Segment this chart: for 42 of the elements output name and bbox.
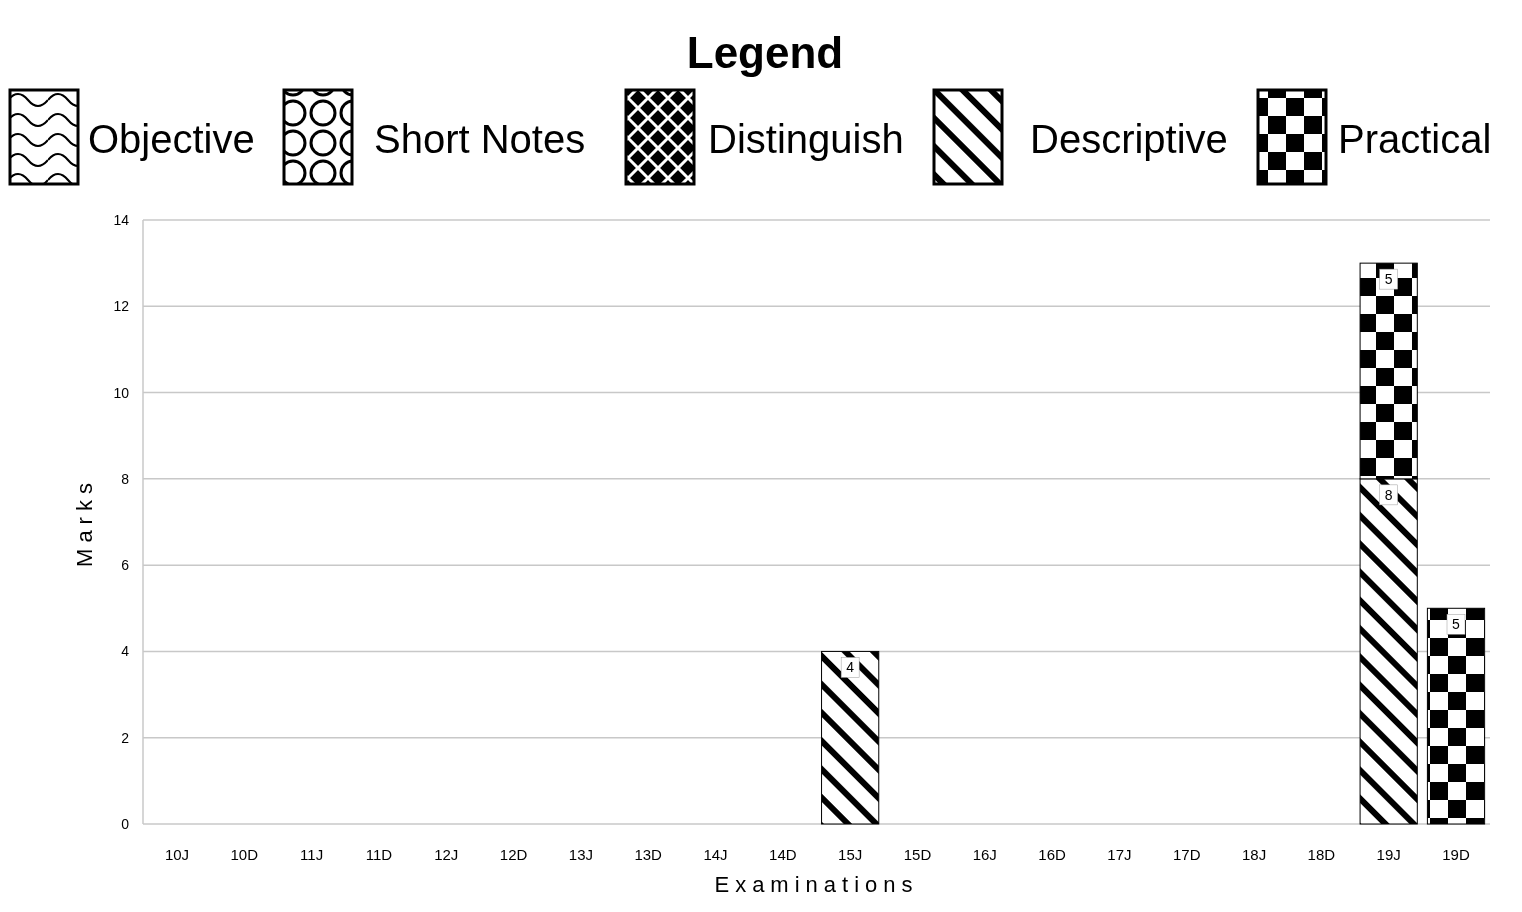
x-tick-label: 15D [903, 846, 932, 863]
x-tick-label: 15J [838, 846, 863, 863]
legend-label: Short Notes [374, 117, 586, 161]
legend-label: Descriptive [1030, 117, 1228, 161]
x-tick-label: 12D [499, 846, 528, 863]
x-tick-label: 14D [769, 846, 797, 863]
x-tick-label: 13D [634, 846, 663, 863]
x-tick-label: 10D [230, 846, 259, 863]
data-label: 8 [1384, 486, 1393, 503]
x-tick-label: 11D [365, 846, 393, 863]
x-tick-label: 17J [1107, 846, 1132, 863]
y-axis-title: Marks [72, 477, 97, 567]
x-tick-label: 19D [1442, 846, 1470, 863]
legend-label: Objective [88, 117, 255, 161]
x-tick-label: 13J [568, 846, 593, 863]
x-tick-label: 11J [300, 846, 324, 863]
y-tick-label: 0 [121, 816, 130, 832]
legend-label: Practical [1338, 117, 1492, 161]
x-tick-label: 10J [164, 846, 190, 863]
x-axis-title: Examinations [714, 872, 919, 897]
y-tick-label: 12 [113, 298, 130, 315]
bar [1426, 607, 1486, 825]
x-tick-label: 17D [1172, 846, 1201, 863]
legend-title: Legend [686, 28, 844, 77]
legend-label: Distinguish [708, 117, 904, 161]
x-tick-label: 19J [1376, 846, 1401, 863]
y-tick-label: 14 [113, 212, 130, 228]
y-tick-label: 10 [113, 384, 130, 401]
x-tick-label: 18D [1307, 846, 1336, 863]
y-tick-label: 6 [121, 557, 130, 574]
data-label: 5 [1452, 616, 1461, 633]
y-tick-label: 2 [121, 729, 130, 746]
x-tick-label: 14J [703, 846, 728, 863]
data-label: 5 [1384, 271, 1393, 288]
y-tick-label: 8 [121, 470, 130, 487]
x-tick-label: 16D [1038, 846, 1067, 863]
data-label: 4 [846, 659, 855, 676]
x-tick-label: 18J [1241, 846, 1267, 863]
x-tick-label: 12J [434, 846, 459, 863]
y-tick-label: 4 [121, 643, 130, 660]
x-tick-label: 16J [972, 846, 997, 863]
bar [821, 650, 880, 825]
